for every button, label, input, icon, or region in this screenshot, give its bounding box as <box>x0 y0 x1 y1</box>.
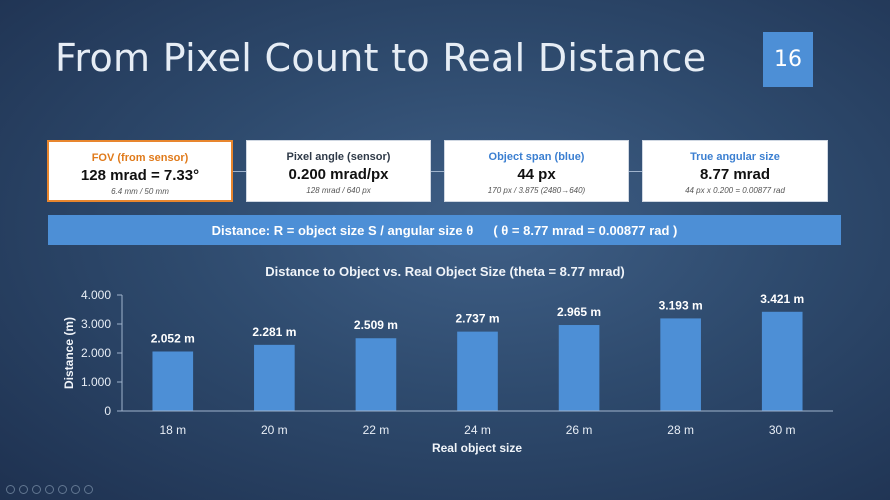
x-axis-label: Real object size <box>432 441 522 455</box>
bar <box>355 338 397 411</box>
card-sub: 170 px / 3.875 (2480→640) <box>487 186 586 195</box>
bar <box>558 325 600 411</box>
theta-text: ( θ = 8.77 mrad = 0.00877 rad ) <box>493 222 678 238</box>
card-value: 128 mrad = 7.33° <box>80 167 200 184</box>
zoom-icon[interactable] <box>58 485 67 494</box>
x-tick-label: 22 m <box>363 423 390 437</box>
card-label: Object span (blue) <box>488 151 585 163</box>
bar <box>152 351 194 411</box>
bar-data-label: 2.509 m <box>354 318 398 332</box>
slides-icon[interactable] <box>45 485 54 494</box>
card-value: 44 px <box>517 166 556 183</box>
y-axis: 0 1.000 2.000 3.000 4.000 <box>81 288 123 418</box>
card-connector <box>430 171 444 172</box>
y-tick-label: 0 <box>104 404 111 418</box>
chart-title: Distance to Object vs. Real Object Size … <box>265 264 624 279</box>
bar <box>660 318 701 411</box>
pen-icon[interactable] <box>32 485 41 494</box>
x-tick-label: 20 m <box>261 423 288 437</box>
y-tick-label: 1.000 <box>81 375 111 389</box>
card-connector <box>232 171 246 172</box>
bar-data-label: 3.193 m <box>659 298 703 312</box>
x-tick-label: 24 m <box>464 423 491 437</box>
page-number: 16 <box>763 32 813 87</box>
card-label: FOV (from sensor) <box>91 152 189 164</box>
pointer-icon[interactable] <box>71 485 80 494</box>
x-tick-label: 18 m <box>159 423 186 437</box>
bar-data-label: 3.421 m <box>760 292 804 306</box>
card-object-span: Object span (blue) 44 px 170 px / 3.875 … <box>444 140 629 202</box>
card-angular-size: True angular size 8.77 mrad 44 px x 0.20… <box>642 140 828 202</box>
bar <box>761 311 803 411</box>
slide-nav-controls[interactable] <box>6 485 93 494</box>
x-tick-label: 30 m <box>769 423 796 437</box>
y-axis-label: Distance (m) <box>62 317 76 389</box>
card-pixel-angle: Pixel angle (sensor) 0.200 mrad/px 128 m… <box>246 140 431 202</box>
bar <box>254 344 295 411</box>
nav-next-icon[interactable] <box>19 485 28 494</box>
nav-prev-icon[interactable] <box>6 485 15 494</box>
card-value: 0.200 mrad/px <box>288 166 389 183</box>
bar-data-label: 2.965 m <box>557 305 601 319</box>
bars: 2.052 m 2.281 m 2.509 m 2.737 m 2.965 m 3.193… <box>151 292 804 411</box>
bar <box>457 331 498 411</box>
x-tick-label: 28 m <box>667 423 694 437</box>
bar-data-label: 2.737 m <box>455 312 499 326</box>
bar-data-label: 2.281 m <box>252 325 296 339</box>
card-value: 8.77 mrad <box>699 166 771 183</box>
bar-data-label: 2.052 m <box>151 331 195 345</box>
x-axis: 18 m 20 m 22 m 24 m 26 m 28 m 30 m <box>122 410 833 437</box>
y-tick-label: 2.000 <box>81 346 111 360</box>
slide-title: From Pixel Count to Real Distance <box>55 36 707 80</box>
card-fov: FOV (from sensor) 128 mrad = 7.33° 6.4 m… <box>47 140 233 202</box>
y-tick-label: 4.000 <box>81 288 111 302</box>
card-sub: 44 px x 0.200 = 0.00877 rad <box>685 186 785 195</box>
formula-text: Distance: R = object size S / angular si… <box>211 222 474 238</box>
x-tick-label: 26 m <box>566 423 593 437</box>
y-tick-label: 3.000 <box>81 317 111 331</box>
card-label: Pixel angle (sensor) <box>286 151 391 163</box>
card-sub: 6.4 mm / 50 mm <box>111 187 169 196</box>
more-icon[interactable] <box>84 485 93 494</box>
card-connector <box>628 171 642 172</box>
card-sub: 128 mrad / 640 px <box>306 186 371 195</box>
card-label: True angular size <box>690 151 780 163</box>
formula-banner: Distance: R = object size S / angular si… <box>48 215 841 245</box>
